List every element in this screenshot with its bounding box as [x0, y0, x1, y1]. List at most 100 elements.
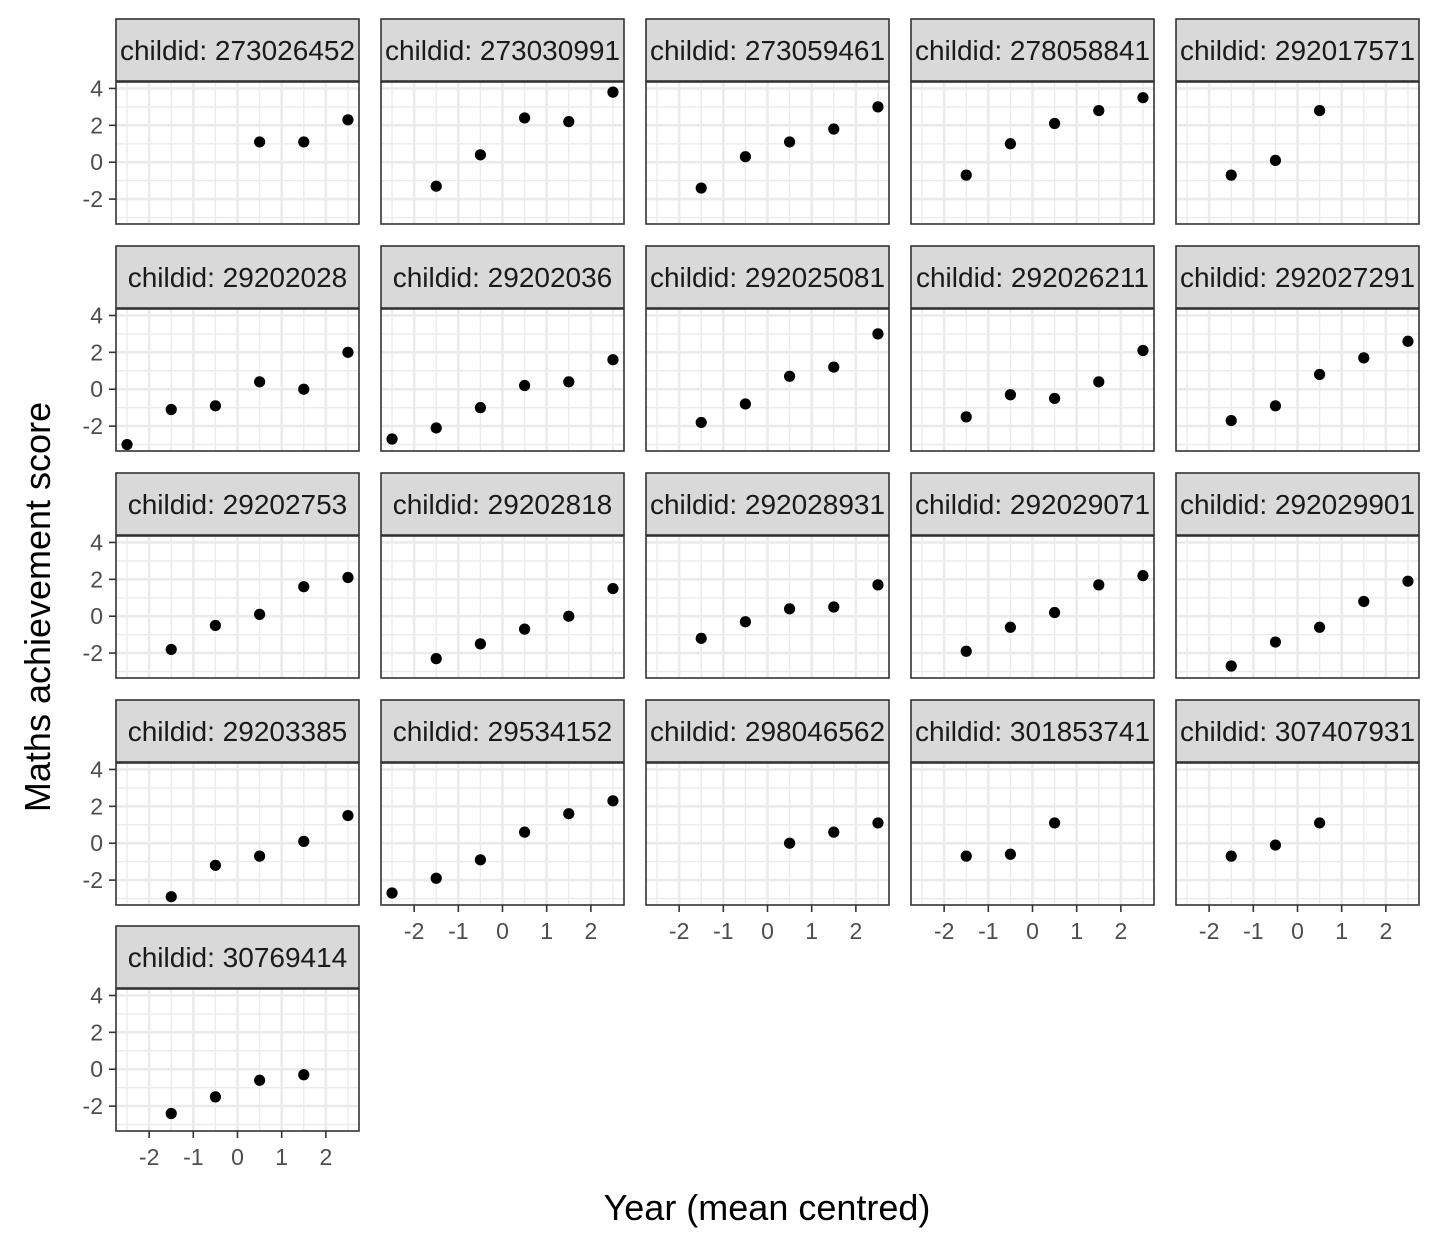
data-point — [342, 346, 354, 358]
facet-panel: childid: 29202036 — [380, 245, 625, 452]
data-point — [1313, 368, 1326, 381]
data-point — [563, 376, 575, 388]
facet-strip — [115, 925, 360, 989]
data-point — [1225, 414, 1237, 427]
data-point — [563, 808, 575, 820]
x-tick-label: 2 — [319, 1144, 332, 1170]
data-point — [430, 872, 442, 884]
data-point — [253, 136, 266, 148]
panel-border — [645, 81, 890, 225]
facet-strip — [115, 472, 360, 536]
facet-panel: childid: 29202753 -2 0 2 4 — [83, 472, 360, 679]
x-tick-label: 1 — [1335, 918, 1348, 944]
facet-strip — [1175, 699, 1420, 763]
data-point — [563, 116, 575, 128]
data-point — [828, 361, 840, 373]
facet-strip-label: childid: 292026211 — [916, 262, 1149, 293]
x-axis-title: Year (mean centred) — [604, 1187, 931, 1228]
x-tick-label: -1 — [448, 918, 468, 944]
data-points — [165, 571, 354, 656]
data-point — [430, 653, 442, 665]
x-tick-label: 0 — [496, 918, 509, 944]
facet-strip-label: childid: 29203385 — [128, 716, 348, 747]
data-point — [1269, 400, 1282, 412]
y-tick-label: 4 — [90, 529, 103, 555]
data-point — [386, 433, 398, 445]
facet-strip-label: childid: 29202036 — [393, 262, 613, 293]
x-tick-label: -1 — [1243, 918, 1263, 944]
data-point — [298, 581, 310, 593]
data-point — [298, 383, 310, 395]
data-point — [828, 601, 840, 613]
x-tick-label: 0 — [231, 1144, 244, 1170]
data-point — [1004, 389, 1017, 401]
data-points — [1225, 335, 1414, 427]
data-point — [253, 1074, 266, 1086]
facet-strip-label: childid: 292029071 — [915, 489, 1150, 520]
data-points — [386, 354, 619, 445]
facet-strip — [1175, 18, 1420, 82]
facet-panel: childid: 29203385 -2 0 2 4 — [83, 699, 360, 906]
facet-strip-label: childid: 292029901 — [1180, 489, 1415, 520]
data-point — [607, 354, 619, 366]
data-point — [1093, 376, 1105, 388]
facet-strip-label: childid: 273059461 — [650, 35, 885, 66]
data-point — [1269, 154, 1282, 166]
data-point — [474, 854, 487, 866]
x-tick-label: 1 — [1070, 918, 1083, 944]
facet-panel: childid: 292028931 — [645, 472, 890, 679]
data-point — [739, 616, 752, 628]
facet-panel: childid: 298046562 -2 -1 0 1 2 — [645, 699, 890, 944]
facet-panel: childid: 29534152 -2 -1 0 1 2 — [380, 699, 625, 944]
facet-panel: childid: 292026211 — [910, 245, 1155, 452]
x-tick-label: -2 — [934, 918, 954, 944]
data-point — [342, 809, 354, 822]
data-point — [1313, 104, 1326, 117]
data-point — [783, 370, 796, 382]
data-point — [872, 101, 884, 113]
facet-panel: childid: 292025081 — [645, 245, 890, 452]
data-point — [828, 826, 840, 838]
data-point — [783, 603, 796, 615]
data-points — [960, 570, 1149, 657]
data-point — [1137, 344, 1149, 357]
facet-strip — [910, 472, 1155, 536]
data-point — [342, 114, 354, 126]
facet-panel: childid: 273026452 -2 0 2 4 — [83, 18, 360, 225]
facet-strip-label: childid: 298046562 — [650, 716, 885, 747]
data-points — [1225, 575, 1414, 672]
y-tick-label: 0 — [90, 149, 103, 175]
data-point — [209, 400, 222, 412]
data-point — [209, 619, 222, 632]
x-tick-label: 1 — [540, 918, 553, 944]
facet-strip-label: childid: 30769414 — [128, 942, 348, 973]
panel-border — [380, 81, 625, 225]
facet-strip — [1175, 472, 1420, 536]
y-axis-title: Maths achievement score — [17, 402, 58, 812]
panel-border — [115, 762, 360, 906]
facet-strip — [1175, 245, 1420, 309]
data-point — [121, 438, 133, 451]
data-point — [1093, 104, 1105, 117]
x-tick-label: 2 — [1114, 918, 1127, 944]
data-points — [1225, 104, 1326, 181]
facet-strip-label: childid: 292025081 — [650, 262, 885, 293]
y-tick-label: -2 — [83, 640, 103, 666]
data-point — [253, 850, 266, 862]
data-points — [430, 582, 619, 665]
data-point — [563, 610, 575, 622]
data-point — [1004, 621, 1017, 633]
data-point — [872, 328, 884, 340]
data-point — [1048, 817, 1061, 829]
data-point — [783, 837, 796, 849]
facet-strip-label: childid: 29534152 — [393, 716, 613, 747]
data-points — [695, 101, 884, 194]
y-tick-label: 0 — [90, 376, 103, 402]
data-point — [1313, 817, 1326, 829]
panel-border — [910, 535, 1155, 679]
x-tick-label: 1 — [275, 1144, 288, 1170]
facet-panel: childid: 292027291 — [1175, 245, 1420, 452]
y-tick-label: -2 — [83, 186, 103, 212]
x-tick-label: -2 — [1199, 918, 1219, 944]
data-point — [872, 579, 884, 591]
